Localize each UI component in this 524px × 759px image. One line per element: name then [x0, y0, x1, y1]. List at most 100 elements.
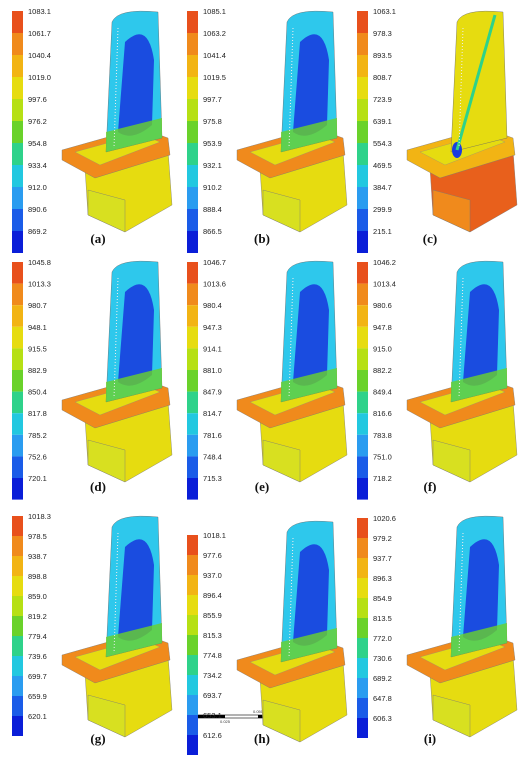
legend-value: 937.7: [373, 554, 392, 563]
legend-swatch: [187, 615, 198, 635]
legend-swatch: [187, 715, 198, 735]
legend-swatch: [187, 209, 198, 231]
legend-value: 980.6: [373, 301, 392, 310]
legend-value: 912.0: [28, 183, 47, 192]
blade-root: [281, 118, 337, 152]
legend-value: 910.2: [203, 183, 222, 192]
legend-value: 855.9: [203, 611, 222, 620]
legend-value: 653.1: [203, 711, 222, 720]
blade-root: [106, 118, 162, 152]
legend-value: 850.4: [28, 388, 47, 397]
legend-swatch: [357, 326, 368, 349]
legend-value: 859.0: [28, 592, 47, 601]
legend-swatch: [187, 121, 198, 143]
legend-value: 1013.6: [203, 280, 226, 289]
blade-root: [451, 623, 507, 657]
legend-value: 954.8: [28, 139, 47, 148]
legend-value: 689.2: [373, 674, 392, 683]
blade-core: [118, 284, 154, 386]
legend-value: 819.2: [28, 612, 47, 621]
panel-label: (a): [90, 231, 105, 246]
blade-dots: [458, 277, 464, 399]
legend-value: 772.0: [373, 634, 392, 643]
legend-swatch: [187, 535, 198, 555]
panel-label: (h): [254, 731, 270, 746]
legend-value: 612.6: [203, 731, 222, 740]
legend-value: 1045.8: [28, 258, 51, 267]
legend-value: 976.2: [28, 117, 47, 126]
base-face: [262, 189, 301, 233]
legend-value: 469.5: [373, 161, 392, 170]
legend-value: 893.5: [373, 51, 392, 60]
base-face: [262, 439, 301, 483]
blade-root: [281, 368, 337, 402]
legend-swatch: [357, 283, 368, 306]
legend-swatch: [357, 518, 368, 538]
legend-swatch: [12, 576, 23, 596]
legend-swatch: [12, 77, 23, 99]
legend-swatch: [187, 348, 198, 370]
legend-swatch: [357, 558, 368, 578]
blade-root: [281, 628, 337, 662]
panel-label: (f): [424, 479, 437, 494]
base-face: [87, 439, 126, 483]
legend-value: 647.8: [373, 694, 392, 703]
blade-dots: [458, 27, 464, 149]
legend-value: 1018.1: [203, 531, 226, 540]
legend-swatch: [357, 143, 368, 165]
scale-label: 0.025: [220, 719, 231, 724]
legend-swatch: [12, 348, 23, 370]
legend-swatch: [12, 262, 23, 284]
legend-value: 896.4: [203, 591, 222, 600]
blade-core: [118, 34, 154, 136]
legend-swatch: [357, 478, 368, 500]
blade-core: [293, 544, 329, 646]
legend-value: 1063.2: [203, 29, 226, 38]
legend-swatch: [12, 143, 23, 165]
legend-swatch: [357, 578, 368, 598]
legend-swatch: [187, 635, 198, 655]
legend-swatch: [187, 55, 198, 77]
legend-swatch: [357, 718, 368, 738]
legend-value: 384.7: [373, 183, 392, 192]
legend-value: 1018.3: [28, 512, 51, 521]
legend-value: 978.5: [28, 532, 47, 541]
legend-value: 849.4: [373, 388, 392, 397]
legend-value: 947.8: [373, 323, 392, 332]
legend-swatch: [357, 77, 368, 99]
legend-value: 720.1: [28, 474, 47, 483]
legend-swatch: [12, 231, 23, 253]
legend-swatch: [357, 391, 368, 414]
legend-swatch: [357, 121, 368, 143]
legend-swatch: [187, 77, 198, 99]
legend-value: 1019.5: [203, 73, 226, 82]
panel: 1018.1 977.6 937.0 896.4 855.9 815.3 774.8 734.…: [187, 520, 348, 755]
legend-value: 1085.1: [203, 7, 226, 16]
legend-value: 1013.3: [28, 280, 51, 289]
legend-value: 814.7: [203, 409, 222, 418]
legend-swatch: [187, 11, 198, 33]
legend-value: 1063.1: [373, 7, 396, 16]
legend-value: 890.6: [28, 205, 47, 214]
legend-value: 785.2: [28, 431, 47, 440]
panel-label: (i): [424, 731, 436, 746]
legend-value: 808.7: [373, 73, 392, 82]
legend-value: 997.7: [203, 95, 222, 104]
blade-core: [293, 34, 329, 136]
legend-swatch: [12, 716, 23, 736]
legend-swatch: [187, 391, 198, 414]
panel: 1045.8 1013.3 980.7 948.1 915.5 882.9 850.4 817…: [12, 258, 173, 500]
legend-swatch: [187, 434, 198, 457]
legend-swatch: [187, 143, 198, 165]
legend-swatch: [357, 434, 368, 457]
legend-value: 723.9: [373, 95, 392, 104]
legend-swatch: [187, 555, 198, 575]
panel-label: (b): [254, 231, 270, 246]
legend-value: 815.3: [203, 631, 222, 640]
legend-swatch: [12, 596, 23, 616]
legend-swatch: [12, 283, 23, 306]
base-face: [432, 189, 471, 233]
legend-swatch: [12, 165, 23, 187]
legend-value: 1040.4: [28, 51, 51, 60]
